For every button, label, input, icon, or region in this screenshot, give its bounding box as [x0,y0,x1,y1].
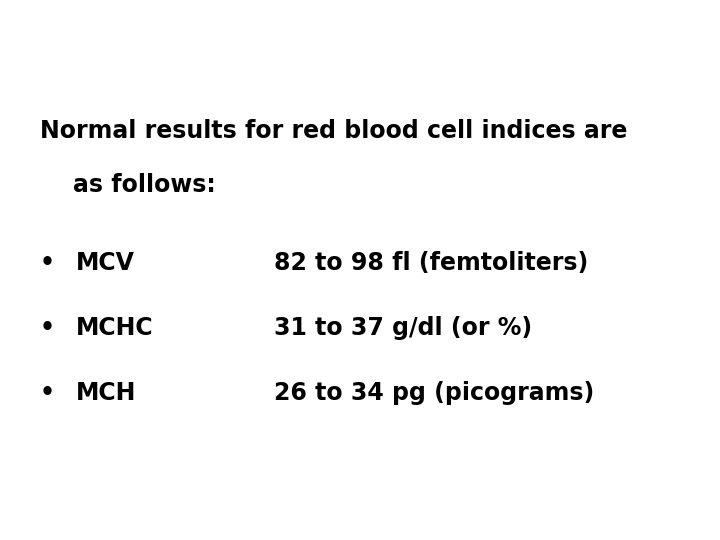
Text: as follows:: as follows: [40,173,215,197]
Text: •: • [40,251,55,275]
Text: 26 to 34 pg (picograms): 26 to 34 pg (picograms) [274,381,594,404]
Text: 82 to 98 fl (femtoliters): 82 to 98 fl (femtoliters) [274,251,588,275]
Text: 31 to 37 g/dl (or %): 31 to 37 g/dl (or %) [274,316,532,340]
Text: Normal results for red blood cell indices are: Normal results for red blood cell indice… [40,119,627,143]
Text: •: • [40,381,55,404]
Text: •: • [40,316,55,340]
Text: MCH: MCH [76,381,136,404]
Text: MCV: MCV [76,251,135,275]
Text: MCHC: MCHC [76,316,153,340]
